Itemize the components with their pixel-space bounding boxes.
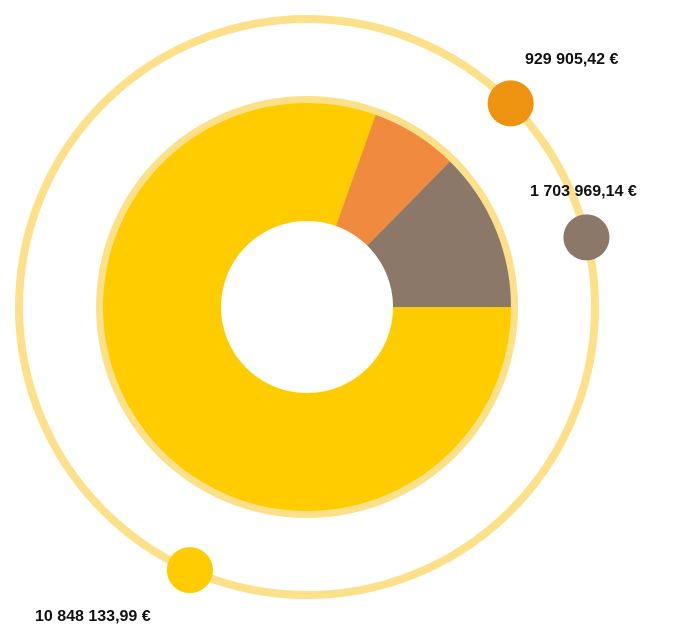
donut-hole bbox=[221, 221, 393, 393]
orbit-dot bbox=[563, 214, 610, 261]
value-label: 1 703 969,14 € bbox=[530, 183, 637, 200]
slice bbox=[103, 103, 511, 512]
slice bbox=[335, 114, 450, 246]
orbit-dot bbox=[166, 547, 213, 594]
slice bbox=[367, 161, 511, 307]
value-label: 10 848 133,99 € bbox=[35, 608, 151, 625]
orbit bbox=[15, 15, 599, 599]
value-label: 929 905,42 € bbox=[525, 51, 619, 68]
orbit-dot bbox=[487, 80, 534, 127]
